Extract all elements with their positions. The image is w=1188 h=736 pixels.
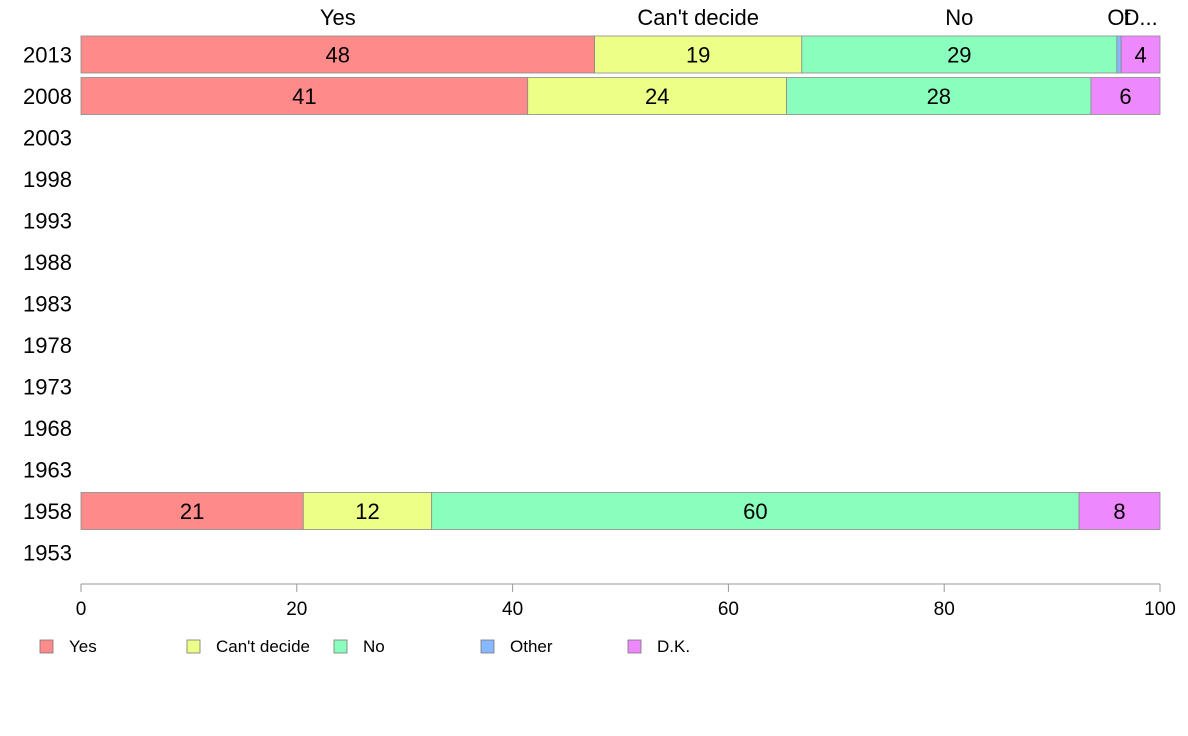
bar-2013-1 xyxy=(594,35,803,74)
year-label-1993: 1993 xyxy=(23,209,72,234)
bar-2008-1 xyxy=(527,77,788,115)
bars: 48 19 29 4 41 24 28 6 21 12 60 8 xyxy=(80,35,1161,530)
year-label-1958: 1958 xyxy=(23,499,72,524)
year-label-2003: 2003 xyxy=(23,126,72,151)
legend-label-3: Other xyxy=(510,637,553,656)
x-tick-label-20: 20 xyxy=(286,599,307,620)
year-label-1953: 1953 xyxy=(23,541,72,566)
x-tick-label-0: 0 xyxy=(76,599,87,620)
legend: Yes Can't decide No Other D.K. xyxy=(39,637,690,656)
bar-label-2008-4: 6 xyxy=(1119,84,1131,109)
legend-swatch-3 xyxy=(480,639,495,654)
bar-2008-4 xyxy=(1090,77,1161,115)
year-label-1988: 1988 xyxy=(23,250,72,275)
top-label-3: Ot xyxy=(1107,5,1130,30)
y-axis-labels: 2013 2008 2003 1998 1993 1988 1983 1978 1973 1968… xyxy=(23,43,72,566)
year-label-1968: 1968 xyxy=(23,416,72,441)
legend-label-2: No xyxy=(363,637,385,656)
bar-1958-1 xyxy=(302,492,433,530)
bar-label-2008-0: 41 xyxy=(292,84,316,109)
x-axis: 0 20 40 60 80 100 xyxy=(76,583,1176,620)
year-label-1998: 1998 xyxy=(23,167,72,192)
top-label-0: Yes xyxy=(320,5,356,30)
bar-label-1958-4: 8 xyxy=(1113,499,1125,524)
x-tick-label-100: 100 xyxy=(1144,599,1176,620)
bar-label-2008-2: 28 xyxy=(927,84,951,109)
bar-2013-4 xyxy=(1120,35,1161,74)
x-tick-label-40: 40 xyxy=(502,599,523,620)
top-label-2: No xyxy=(945,5,973,30)
bar-label-2008-1: 24 xyxy=(645,84,669,109)
bar-label-1958-0: 21 xyxy=(180,499,204,524)
bar-1958-4 xyxy=(1078,492,1161,530)
top-label-1: Can't decide xyxy=(637,5,759,30)
bar-2008-0 xyxy=(80,77,529,115)
x-tick-label-60: 60 xyxy=(718,599,739,620)
legend-label-4: D.K. xyxy=(657,637,690,656)
year-label-2008: 2008 xyxy=(23,84,72,109)
top-series-labels: Yes Can't decide No OtD... xyxy=(320,5,1158,30)
legend-swatch-2 xyxy=(333,639,348,654)
top-label-4: D... xyxy=(1123,5,1157,30)
bar-label-2013-1: 19 xyxy=(686,43,710,68)
year-label-1973: 1973 xyxy=(23,375,72,400)
bar-2013-3 xyxy=(1116,35,1122,74)
year-label-1963: 1963 xyxy=(23,458,72,483)
bar-1958-0 xyxy=(80,492,304,530)
bar-label-1958-2: 60 xyxy=(743,499,767,524)
legend-label-1: Can't decide xyxy=(216,637,310,656)
bar-label-2013-2: 29 xyxy=(947,43,971,68)
x-tick-label-80: 80 xyxy=(934,599,955,620)
year-label-1978: 1978 xyxy=(23,333,72,358)
bar-label-1958-1: 12 xyxy=(355,499,379,524)
year-label-1983: 1983 xyxy=(23,292,72,317)
legend-swatch-0 xyxy=(39,639,54,654)
year-label-2013: 2013 xyxy=(23,43,72,68)
bar-label-2013-0: 48 xyxy=(326,43,350,68)
bar-label-2013-4: 4 xyxy=(1134,43,1146,68)
bar-2008-2 xyxy=(786,77,1092,115)
bar-1958-2 xyxy=(431,492,1080,530)
legend-swatch-1 xyxy=(186,639,201,654)
legend-swatch-4 xyxy=(627,639,642,654)
legend-label-0: Yes xyxy=(69,637,97,656)
